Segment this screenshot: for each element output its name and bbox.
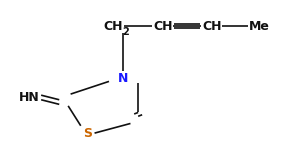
Text: N: N: [118, 72, 128, 84]
Text: CH: CH: [153, 20, 173, 32]
Text: CH: CH: [104, 20, 123, 32]
Text: S: S: [83, 127, 92, 140]
Text: CH: CH: [202, 20, 222, 32]
Text: Me: Me: [249, 20, 270, 32]
Text: 2: 2: [122, 27, 129, 37]
Text: HN: HN: [19, 91, 40, 104]
